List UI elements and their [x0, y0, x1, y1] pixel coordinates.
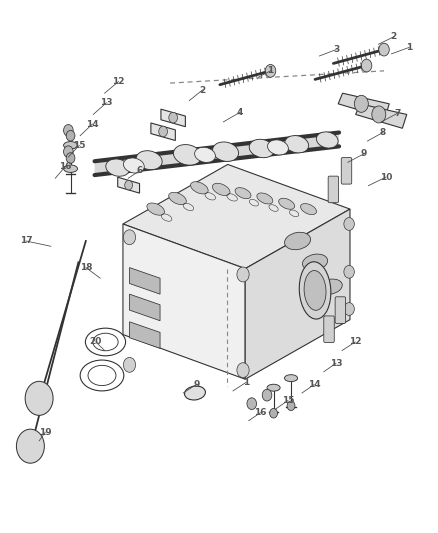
Text: 15: 15 [282, 396, 294, 405]
Ellipse shape [257, 193, 273, 204]
Circle shape [169, 112, 177, 123]
Circle shape [25, 381, 53, 415]
Polygon shape [245, 209, 350, 379]
Ellipse shape [106, 159, 130, 176]
Ellipse shape [235, 188, 251, 199]
Ellipse shape [285, 135, 309, 153]
Polygon shape [95, 133, 339, 175]
Polygon shape [356, 104, 407, 128]
FancyBboxPatch shape [324, 316, 334, 343]
Circle shape [64, 146, 73, 158]
Polygon shape [161, 109, 185, 127]
Circle shape [64, 125, 73, 136]
Text: 12: 12 [112, 77, 125, 86]
Circle shape [237, 363, 249, 377]
Ellipse shape [147, 203, 165, 215]
Ellipse shape [279, 198, 295, 209]
Text: 20: 20 [90, 337, 102, 346]
Ellipse shape [285, 232, 311, 249]
Text: 6: 6 [136, 166, 143, 175]
Text: 18: 18 [80, 263, 92, 272]
Ellipse shape [268, 140, 288, 155]
Polygon shape [130, 268, 160, 294]
Polygon shape [130, 322, 160, 349]
Text: 1: 1 [243, 378, 249, 387]
FancyBboxPatch shape [341, 158, 352, 184]
Text: 3: 3 [333, 45, 339, 54]
Text: 17: 17 [20, 237, 32, 246]
Ellipse shape [64, 165, 78, 172]
Circle shape [66, 153, 75, 164]
Text: 7: 7 [394, 109, 400, 118]
Polygon shape [123, 224, 245, 379]
Text: 9: 9 [193, 380, 199, 389]
Ellipse shape [285, 375, 297, 382]
Ellipse shape [318, 279, 342, 294]
Text: 16: 16 [254, 408, 267, 417]
Ellipse shape [124, 158, 144, 173]
Circle shape [247, 398, 257, 409]
Text: 2: 2 [199, 85, 205, 94]
Text: 14: 14 [308, 380, 321, 389]
FancyBboxPatch shape [328, 176, 339, 203]
Text: 1: 1 [406, 43, 412, 52]
Text: 19: 19 [39, 428, 52, 437]
Circle shape [354, 95, 368, 112]
Ellipse shape [267, 384, 280, 391]
Circle shape [361, 59, 372, 72]
Ellipse shape [184, 386, 205, 400]
Text: 13: 13 [100, 98, 113, 107]
Ellipse shape [136, 151, 162, 169]
Ellipse shape [191, 182, 208, 194]
Circle shape [125, 180, 133, 190]
Polygon shape [338, 93, 389, 118]
Circle shape [287, 401, 295, 410]
Circle shape [265, 64, 276, 77]
Text: 12: 12 [349, 337, 361, 346]
Polygon shape [151, 123, 175, 141]
Text: 2: 2 [391, 33, 397, 42]
Ellipse shape [169, 192, 186, 205]
Ellipse shape [299, 262, 331, 319]
Ellipse shape [304, 271, 326, 310]
Circle shape [124, 230, 136, 245]
Circle shape [344, 265, 354, 278]
Text: 13: 13 [330, 359, 342, 368]
Ellipse shape [212, 142, 239, 161]
Text: 9: 9 [361, 149, 367, 158]
Circle shape [344, 303, 354, 316]
Ellipse shape [316, 132, 338, 148]
Circle shape [159, 126, 167, 137]
Ellipse shape [212, 183, 230, 196]
Ellipse shape [173, 144, 201, 165]
Ellipse shape [194, 147, 215, 163]
Text: 8: 8 [380, 128, 386, 137]
Text: 10: 10 [380, 173, 392, 182]
Text: 4: 4 [237, 108, 243, 117]
Circle shape [344, 217, 354, 230]
Text: 16: 16 [59, 162, 71, 171]
Polygon shape [118, 177, 140, 193]
Circle shape [270, 408, 278, 418]
Circle shape [379, 43, 389, 56]
Circle shape [262, 389, 272, 401]
Text: 15: 15 [73, 141, 85, 150]
FancyBboxPatch shape [335, 297, 346, 324]
Circle shape [66, 131, 75, 141]
Ellipse shape [303, 254, 328, 270]
Circle shape [237, 267, 249, 282]
Text: 14: 14 [86, 119, 99, 128]
Circle shape [16, 429, 44, 463]
Text: 1: 1 [267, 67, 274, 75]
Polygon shape [130, 294, 160, 321]
Ellipse shape [64, 142, 78, 149]
Ellipse shape [300, 204, 317, 215]
Ellipse shape [249, 139, 274, 158]
Circle shape [372, 106, 386, 123]
Polygon shape [123, 165, 350, 269]
Circle shape [124, 358, 136, 372]
